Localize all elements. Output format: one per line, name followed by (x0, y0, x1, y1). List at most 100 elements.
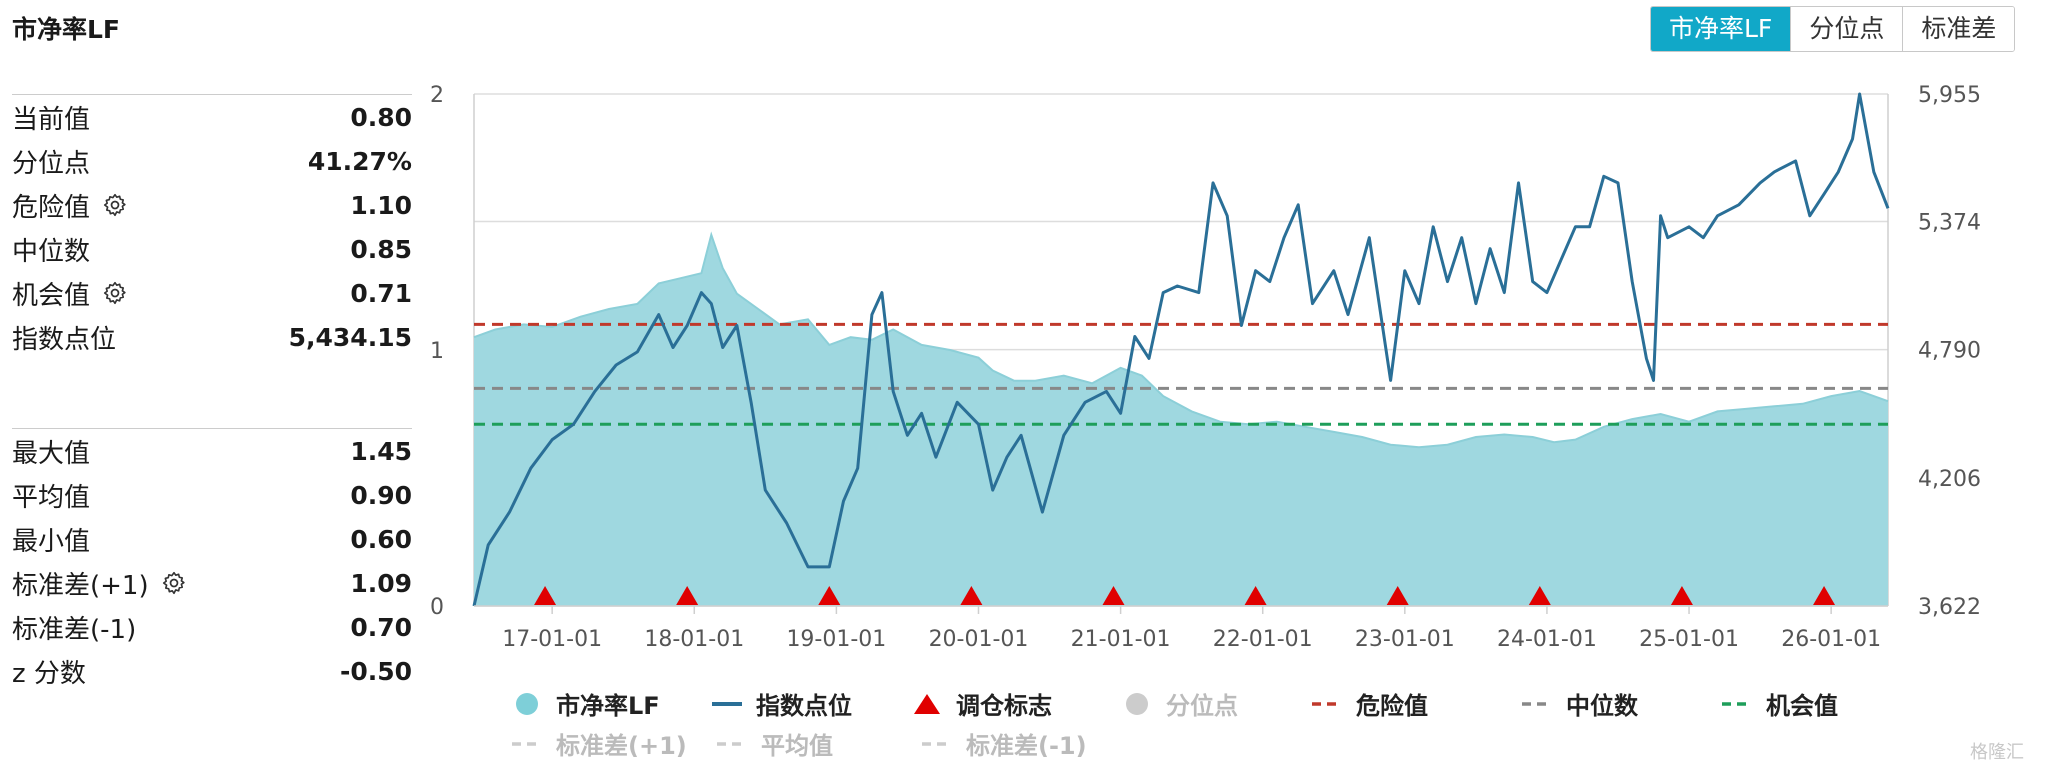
legend-label: 标准差(+1) (556, 732, 687, 760)
stat-label: 机会值 (12, 280, 91, 311)
legend-item[interactable]: 调仓标志 (910, 686, 1052, 721)
stat-label-wrap: 危险值 (12, 187, 128, 224)
gear-icon[interactable] (102, 280, 128, 306)
stat-row: 中位数 0.85 (12, 227, 412, 271)
tab-percentile[interactable]: 分位点 (1791, 7, 1904, 51)
stat-value: 41.27% (307, 146, 412, 176)
stat-label-wrap: z 分数 (12, 653, 86, 690)
rebalance-marker (1813, 586, 1836, 605)
x-tick-label: 24-01-01 (1497, 627, 1597, 652)
rebalance-marker (1528, 586, 1551, 605)
x-tick-label: 19-01-01 (786, 627, 886, 652)
x-tick-label: 26-01-01 (1781, 627, 1881, 652)
stat-value: 1.45 (350, 436, 412, 466)
legend-dash-icon (717, 741, 747, 746)
stat-value: 5,434.15 (288, 322, 412, 352)
legend-item[interactable]: 标准差(-1) (920, 726, 1087, 761)
stat-label-wrap: 最大值 (12, 433, 90, 470)
stat-value: 0.80 (350, 102, 412, 132)
y-right-tick-label: 4,790 (1918, 339, 1981, 364)
stat-row: 机会值 0.71 (12, 271, 412, 315)
legend-triangle-icon (914, 693, 940, 714)
stat-value: 0.60 (350, 524, 412, 554)
stat-value: 0.71 (350, 278, 412, 308)
stat-row: z 分数 -0.50 (12, 649, 412, 693)
stat-row: 最大值 1.45 (12, 429, 412, 473)
stats-panel-summary: 最大值 1.45 平均值 0.90 最小值 0.60 标准差(+1) 1.09 标准差(-1) 0… (12, 428, 412, 693)
stat-label: 分位点 (12, 148, 91, 179)
legend-label: 中位数 (1566, 692, 1638, 720)
stat-label-wrap: 最小值 (12, 521, 90, 558)
x-tick-label: 17-01-01 (502, 627, 602, 652)
y-right-tick-label: 5,955 (1918, 83, 1981, 108)
tab-pb[interactable]: 市净率LF (1651, 7, 1792, 51)
legend-label: 分位点 (1166, 692, 1238, 720)
stat-label-wrap: 中位数 (12, 231, 90, 268)
legend-line-icon (712, 701, 742, 706)
y-right-tick-label: 3,622 (1918, 595, 1981, 620)
legend-item[interactable]: 指数点位 (710, 686, 852, 721)
x-tick-label: 21-01-01 (1071, 627, 1171, 652)
legend-label: 标准差(-1) (966, 732, 1087, 760)
stat-row: 指数点位 5,434.15 (12, 315, 412, 359)
tab-std[interactable]: 标准差 (1903, 7, 2015, 51)
stat-label: 平均值 (12, 482, 91, 513)
legend-circle-icon (516, 692, 538, 715)
stat-value: 0.90 (350, 480, 412, 510)
legend-label: 市净率LF (556, 692, 660, 720)
stat-label-wrap: 平均值 (12, 477, 90, 514)
pb-area (474, 234, 1888, 607)
legend-item[interactable]: 分位点 (1120, 686, 1238, 721)
x-tick-label: 23-01-01 (1355, 627, 1455, 652)
legend-item[interactable]: 危险值 (1310, 686, 1428, 721)
stat-label: 危险值 (12, 192, 91, 223)
legend-dash-icon (1722, 701, 1752, 706)
stat-value: 1.09 (350, 568, 412, 598)
y-left-tick-label: 0 (430, 595, 444, 620)
legend-item[interactable]: 机会值 (1720, 686, 1838, 721)
stat-value: -0.50 (339, 656, 412, 686)
stat-label: 当前值 (12, 104, 91, 135)
rebalance-marker (1670, 586, 1693, 605)
stat-label: 标准差(-1) (12, 614, 137, 645)
x-tick-label: 18-01-01 (644, 627, 744, 652)
rebalance-marker (1244, 586, 1267, 605)
legend-item[interactable]: 平均值 (715, 726, 833, 761)
stat-label: z 分数 (12, 658, 86, 689)
stat-label: 最小值 (12, 526, 91, 557)
stat-row: 平均值 0.90 (12, 473, 412, 517)
rebalance-marker (960, 586, 983, 605)
stat-label: 最大值 (12, 438, 91, 469)
x-tick-label: 22-01-01 (1213, 627, 1313, 652)
stat-label-wrap: 分位点 (12, 143, 90, 180)
stat-label-wrap: 指数点位 (12, 319, 116, 356)
stat-row: 当前值 0.80 (12, 95, 412, 139)
index-line (472, 92, 1890, 607)
legend-circle-icon (1126, 692, 1148, 715)
stat-label-wrap: 机会值 (12, 275, 128, 312)
gear-icon[interactable] (102, 192, 128, 218)
rebalance-marker (1102, 586, 1125, 605)
x-tick-label: 20-01-01 (929, 627, 1029, 652)
rebalance-marker (534, 586, 557, 605)
y-left-tick-label: 2 (430, 83, 444, 108)
gear-icon[interactable] (161, 570, 187, 596)
legend-item[interactable]: 标准差(+1) (510, 726, 687, 761)
stat-label: 中位数 (12, 236, 91, 267)
stat-value: 0.85 (350, 234, 412, 264)
legend-item[interactable]: 中位数 (1520, 686, 1638, 721)
legend-item[interactable]: 市净率LF (510, 686, 660, 721)
rebalance-marker (676, 586, 699, 605)
legend-label: 平均值 (761, 732, 833, 760)
metric-tabs: 市净率LF 分位点 标准差 (1650, 6, 2016, 52)
y-left-tick-label: 1 (430, 339, 444, 364)
rebalance-marker (818, 586, 841, 605)
rebalance-marker (1386, 586, 1409, 605)
stat-value: 0.70 (350, 612, 412, 642)
stat-label: 标准差(+1) (12, 570, 149, 601)
watermark: 格隆汇 (1970, 742, 2024, 763)
stat-label-wrap: 标准差(-1) (12, 609, 136, 646)
stat-value: 1.10 (350, 190, 412, 220)
pb-line (473, 231, 1889, 449)
pb-index-chart: 17-01-01 18-01-01 19-01-01 20-01-01 21-01-01… (430, 83, 1981, 652)
